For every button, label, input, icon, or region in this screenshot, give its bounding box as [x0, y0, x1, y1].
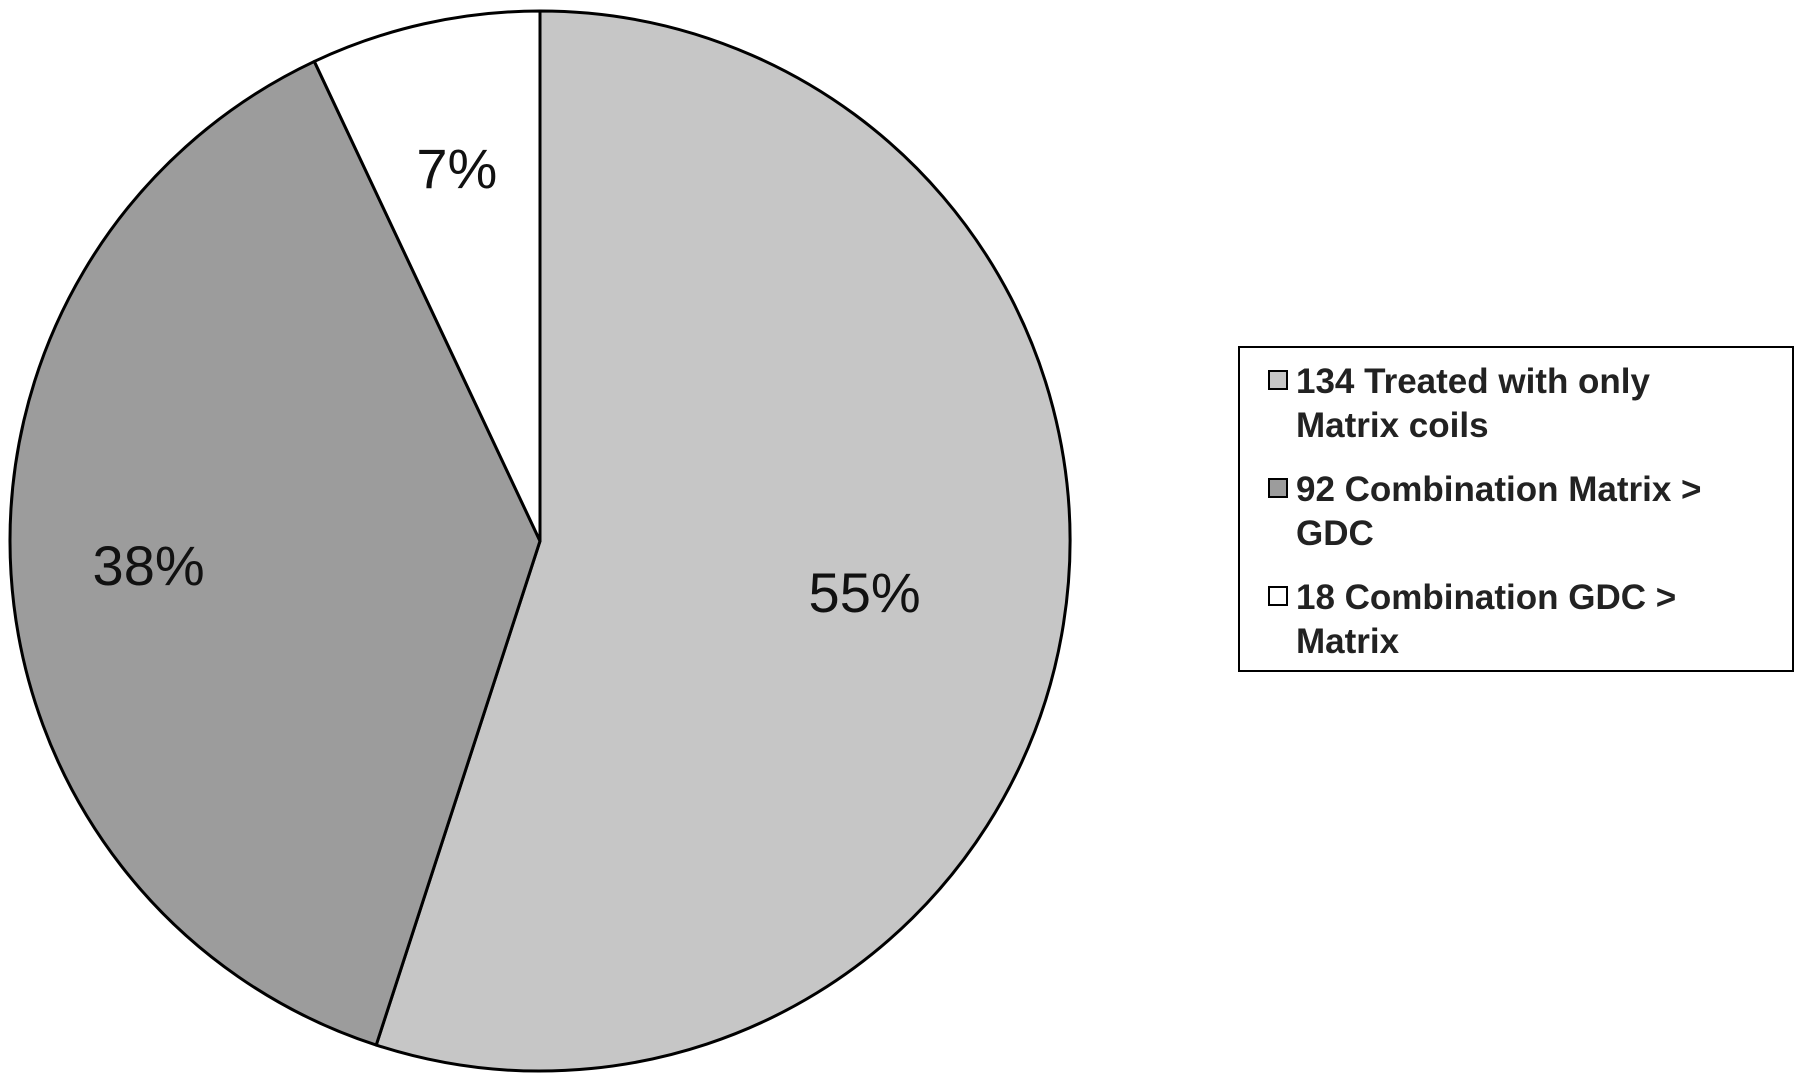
legend-label-line-1: 92 Combination Matrix > [1296, 470, 1702, 509]
pie-slices [8, 9, 1072, 1073]
pie-slice-matrix-gdc [8, 59, 542, 1047]
legend-label-line-1: 18 Combination GDC > [1296, 578, 1677, 617]
pie-slice-gdc-matrix [312, 9, 542, 543]
pie-slice-label-matrix-only: 55% [809, 561, 921, 624]
pie-labels: 55% 38% 7% [93, 137, 921, 624]
legend-label-line-1: 134 Treated with only [1296, 362, 1650, 401]
pie-chart: 55% 38% 7% [8, 9, 1072, 1073]
legend-label-matrix-only: 134 Treated with only Matrix coils [1296, 360, 1650, 448]
legend-swatch-gdc-matrix [1268, 586, 1288, 606]
legend-item-matrix-only: 134 Treated with only Matrix coils [1268, 360, 1776, 448]
pie-slice-label-gdc-matrix: 7% [416, 137, 497, 200]
legend-item-matrix-gdc: 92 Combination Matrix > GDC [1268, 468, 1776, 556]
legend-swatch-matrix-only [1268, 370, 1288, 390]
pie-slice-label-matrix-gdc: 38% [93, 534, 205, 597]
pie-slice-matrix-only [374, 9, 1072, 1073]
legend-label-matrix-gdc: 92 Combination Matrix > GDC [1296, 468, 1702, 556]
legend-swatch-matrix-gdc [1268, 478, 1288, 498]
legend: 134 Treated with only Matrix coils 92 Co… [1238, 346, 1794, 672]
legend-label-gdc-matrix: 18 Combination GDC > Matrix [1296, 576, 1676, 664]
legend-label-line-2: Matrix [1296, 622, 1400, 661]
legend-label-line-2: GDC [1296, 514, 1374, 553]
legend-item-gdc-matrix: 18 Combination GDC > Matrix [1268, 576, 1776, 664]
legend-label-line-2: Matrix coils [1296, 406, 1489, 445]
